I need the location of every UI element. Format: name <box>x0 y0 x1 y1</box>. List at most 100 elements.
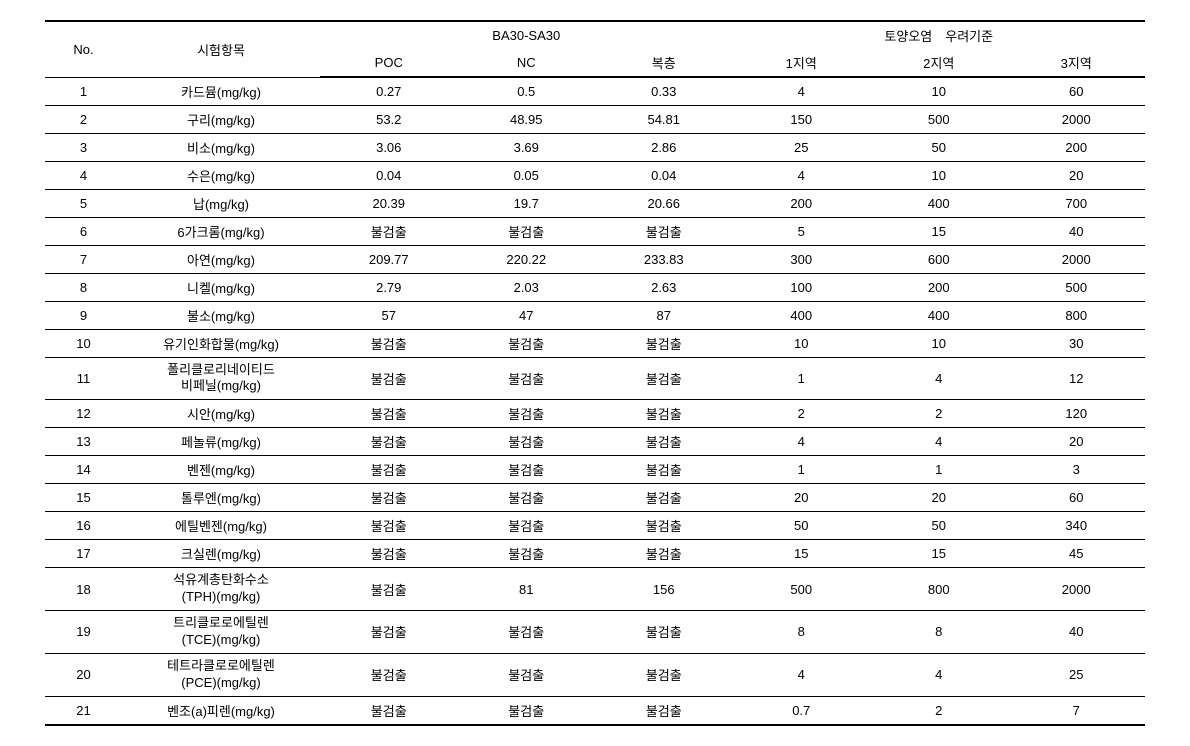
cell-zone1: 4 <box>733 77 871 105</box>
cell-zone2: 50 <box>870 512 1008 540</box>
cell-zone2: 4 <box>870 428 1008 456</box>
cell-dup: 불검출 <box>595 653 733 696</box>
cell-zone2: 15 <box>870 217 1008 245</box>
cell-zone3: 700 <box>1008 189 1146 217</box>
cell-zone3: 340 <box>1008 512 1146 540</box>
cell-item: 구리(mg/kg) <box>122 105 320 133</box>
cell-zone3: 30 <box>1008 329 1146 357</box>
table-row: 7아연(mg/kg)209.77220.22233.833006002000 <box>45 245 1145 273</box>
cell-zone2: 400 <box>870 301 1008 329</box>
cell-zone1: 0.7 <box>733 696 871 725</box>
cell-poc: 3.06 <box>320 133 458 161</box>
cell-zone2: 2 <box>870 696 1008 725</box>
cell-no: 15 <box>45 484 122 512</box>
cell-dup: 불검출 <box>595 484 733 512</box>
cell-zone1: 2 <box>733 400 871 428</box>
cell-zone3: 20 <box>1008 428 1146 456</box>
cell-zone3: 12 <box>1008 357 1146 400</box>
cell-no: 13 <box>45 428 122 456</box>
cell-dup: 0.04 <box>595 161 733 189</box>
header-group-soil-criteria: 토양오염 우려기준 <box>733 21 1146 49</box>
table-header: No. 시험항목 BA30-SA30 토양오염 우려기준 POC NC 복층 1… <box>45 21 1145 77</box>
cell-no: 19 <box>45 611 122 654</box>
table-row: 16에틸벤젠(mg/kg)불검출불검출불검출5050340 <box>45 512 1145 540</box>
cell-no: 10 <box>45 329 122 357</box>
cell-item: 시안(mg/kg) <box>122 400 320 428</box>
cell-dup: 불검출 <box>595 357 733 400</box>
header-row-1: No. 시험항목 BA30-SA30 토양오염 우려기준 <box>45 21 1145 49</box>
cell-poc: 0.04 <box>320 161 458 189</box>
cell-nc: 3.69 <box>458 133 596 161</box>
cell-nc: 불검출 <box>458 456 596 484</box>
soil-contamination-table: No. 시험항목 BA30-SA30 토양오염 우려기준 POC NC 복층 1… <box>45 20 1145 726</box>
cell-dup: 불검출 <box>595 696 733 725</box>
cell-item: 페놀류(mg/kg) <box>122 428 320 456</box>
cell-zone3: 40 <box>1008 611 1146 654</box>
soil-contamination-table-container: No. 시험항목 BA30-SA30 토양오염 우려기준 POC NC 복층 1… <box>45 20 1145 726</box>
cell-nc: 불검출 <box>458 512 596 540</box>
cell-poc: 209.77 <box>320 245 458 273</box>
cell-nc: 불검출 <box>458 540 596 568</box>
cell-zone2: 10 <box>870 161 1008 189</box>
cell-zone3: 45 <box>1008 540 1146 568</box>
cell-zone2: 8 <box>870 611 1008 654</box>
cell-nc: 0.5 <box>458 77 596 105</box>
cell-nc: 불검출 <box>458 611 596 654</box>
header-zone3: 3지역 <box>1008 49 1146 77</box>
cell-zone2: 10 <box>870 329 1008 357</box>
cell-zone3: 120 <box>1008 400 1146 428</box>
header-group-ba30sa30: BA30-SA30 <box>320 21 733 49</box>
cell-item: 폴리클로리네이티드비페닐(mg/kg) <box>122 357 320 400</box>
header-dup: 복층 <box>595 49 733 77</box>
cell-poc: 불검출 <box>320 456 458 484</box>
cell-nc: 2.03 <box>458 273 596 301</box>
cell-zone3: 7 <box>1008 696 1146 725</box>
cell-no: 6 <box>45 217 122 245</box>
cell-item: 수은(mg/kg) <box>122 161 320 189</box>
cell-nc: 불검출 <box>458 653 596 696</box>
cell-zone3: 500 <box>1008 273 1146 301</box>
cell-zone1: 500 <box>733 568 871 611</box>
cell-item: 테트라클로로에틸렌(PCE)(mg/kg) <box>122 653 320 696</box>
cell-no: 11 <box>45 357 122 400</box>
table-row: 21벤조(a)피렌(mg/kg)불검출불검출불검출0.727 <box>45 696 1145 725</box>
table-row: 5납(mg/kg)20.3919.720.66200400700 <box>45 189 1145 217</box>
cell-item: 트리클로로에틸렌(TCE)(mg/kg) <box>122 611 320 654</box>
cell-dup: 54.81 <box>595 105 733 133</box>
table-row: 9불소(mg/kg)574787400400800 <box>45 301 1145 329</box>
cell-poc: 0.27 <box>320 77 458 105</box>
header-nc: NC <box>458 49 596 77</box>
cell-item: 석유계총탄화수소(TPH)(mg/kg) <box>122 568 320 611</box>
cell-nc: 81 <box>458 568 596 611</box>
cell-poc: 불검출 <box>320 696 458 725</box>
cell-zone1: 150 <box>733 105 871 133</box>
cell-zone2: 4 <box>870 357 1008 400</box>
table-row: 2구리(mg/kg)53.248.9554.811505002000 <box>45 105 1145 133</box>
cell-poc: 불검출 <box>320 512 458 540</box>
cell-dup: 2.86 <box>595 133 733 161</box>
table-row: 66가크롬(mg/kg)불검출불검출불검출51540 <box>45 217 1145 245</box>
cell-zone1: 4 <box>733 161 871 189</box>
cell-zone2: 2 <box>870 400 1008 428</box>
cell-zone2: 15 <box>870 540 1008 568</box>
cell-nc: 48.95 <box>458 105 596 133</box>
cell-zone3: 3 <box>1008 456 1146 484</box>
cell-no: 3 <box>45 133 122 161</box>
cell-no: 20 <box>45 653 122 696</box>
cell-no: 17 <box>45 540 122 568</box>
cell-item: 벤젠(mg/kg) <box>122 456 320 484</box>
cell-zone3: 60 <box>1008 77 1146 105</box>
cell-no: 7 <box>45 245 122 273</box>
cell-no: 18 <box>45 568 122 611</box>
cell-zone3: 40 <box>1008 217 1146 245</box>
cell-poc: 53.2 <box>320 105 458 133</box>
cell-zone2: 500 <box>870 105 1008 133</box>
cell-poc: 57 <box>320 301 458 329</box>
table-row: 19트리클로로에틸렌(TCE)(mg/kg)불검출불검출불검출8840 <box>45 611 1145 654</box>
cell-zone2: 4 <box>870 653 1008 696</box>
cell-zone3: 25 <box>1008 653 1146 696</box>
cell-no: 16 <box>45 512 122 540</box>
header-zone1: 1지역 <box>733 49 871 77</box>
table-row: 18석유계총탄화수소(TPH)(mg/kg)불검출811565008002000 <box>45 568 1145 611</box>
cell-zone1: 20 <box>733 484 871 512</box>
